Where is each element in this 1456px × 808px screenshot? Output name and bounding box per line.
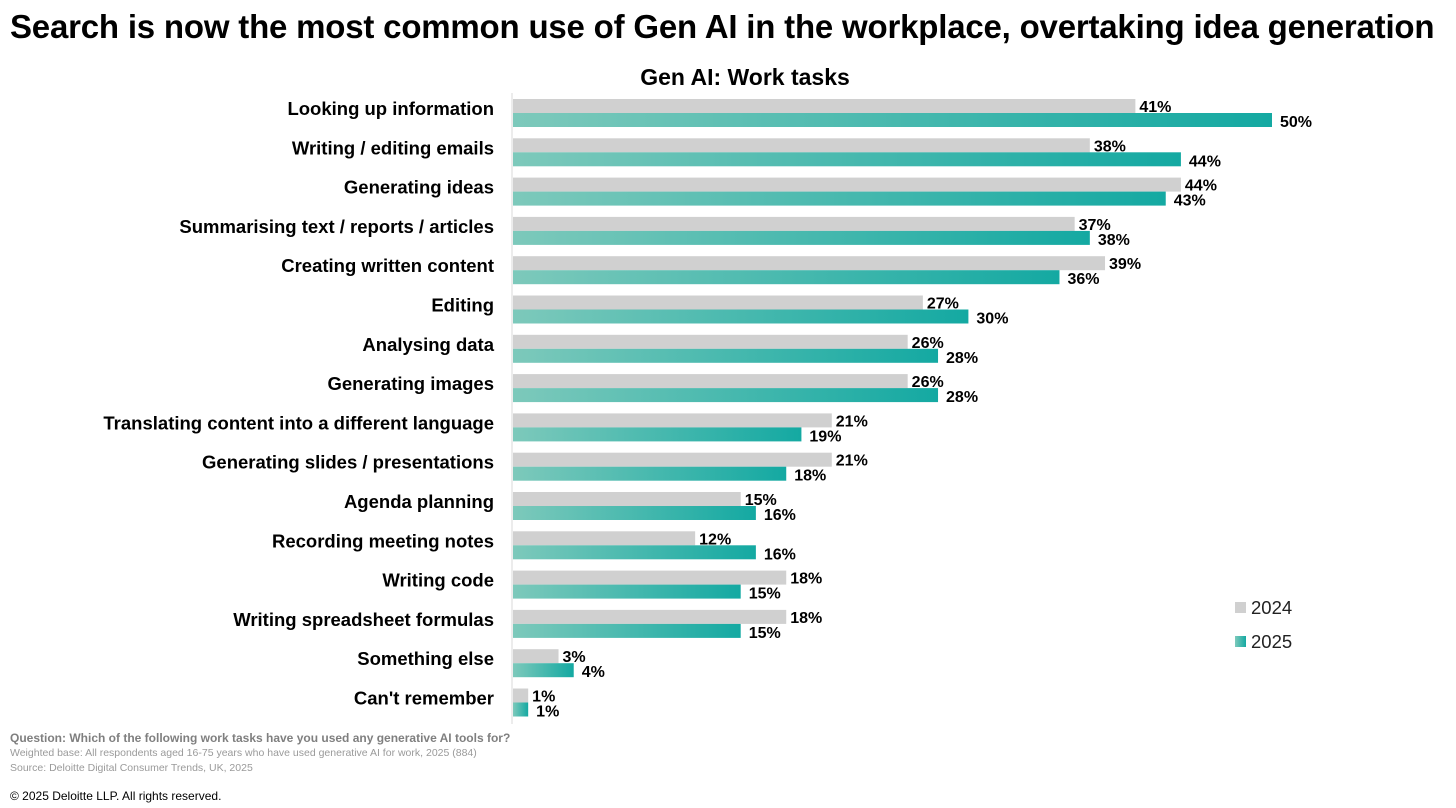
value-label-2025-0: 50% <box>1280 114 1312 131</box>
value-label-2024-2: 44% <box>1185 178 1217 195</box>
bar-2025-10 <box>513 506 756 520</box>
category-label-12: Writing code <box>382 570 494 591</box>
bar-2024-12 <box>513 570 787 585</box>
bar-2025-3 <box>513 230 1090 245</box>
category-label-11: Recording meeting notes <box>272 530 494 551</box>
value-label-2024-3: 37% <box>1079 217 1111 234</box>
bar-2025-11 <box>513 545 756 560</box>
category-label-0: Looking up information <box>287 98 494 119</box>
value-label-2024-14: 3% <box>563 649 586 666</box>
category-label-6: Analysing data <box>362 334 494 355</box>
value-label-2024-4: 39% <box>1109 256 1141 273</box>
value-label-2025-12: 15% <box>749 586 781 603</box>
bar-2025-0 <box>513 113 1272 127</box>
chart-title: Gen AI: Work tasks <box>640 64 850 90</box>
category-label-10: Agenda planning <box>344 491 494 512</box>
bar-2025-1 <box>513 152 1181 167</box>
value-label-2025-13: 15% <box>749 625 781 642</box>
bar-2024-6 <box>513 334 908 349</box>
page-headline: Search is now the most common use of Gen… <box>10 8 1435 45</box>
value-label-2025-3: 38% <box>1098 232 1130 249</box>
bar-2025-2 <box>513 191 1166 206</box>
category-label-15: Can't remember <box>354 688 494 709</box>
bars-group: Looking up information 41% 50% Writing / ed… <box>103 98 1312 721</box>
value-label-2024-12: 18% <box>790 571 822 588</box>
value-label-2025-8: 19% <box>809 428 841 445</box>
legend-label-2025: 2025 <box>1251 631 1292 652</box>
weighted-base-note: Weighted base: All respondents aged 16-7… <box>10 747 477 759</box>
bar-2024-9 <box>513 452 832 467</box>
value-label-2024-5: 27% <box>927 296 959 313</box>
bar-2025-14 <box>513 663 574 678</box>
bar-2024-14 <box>513 649 559 664</box>
value-label-2025-10: 16% <box>764 507 796 524</box>
value-label-2024-9: 21% <box>836 453 868 470</box>
bar-2024-5 <box>513 295 923 310</box>
legend: 2024 2025 <box>1235 597 1292 652</box>
bar-2024-8 <box>513 413 832 428</box>
bar-2025-15 <box>513 702 529 717</box>
value-label-2025-9: 18% <box>794 468 826 485</box>
value-label-2025-15: 1% <box>536 704 559 721</box>
category-label-2: Generating ideas <box>344 177 494 198</box>
category-label-1: Writing / editing emails <box>292 137 494 158</box>
bar-2025-6 <box>513 348 939 363</box>
category-label-4: Creating written content <box>281 255 494 276</box>
bar-2024-15 <box>513 688 529 703</box>
category-label-13: Writing spreadsheet formulas <box>233 609 494 630</box>
survey-question: Question: Which of the following work ta… <box>10 731 511 745</box>
copyright: © 2025 Deloitte LLP. All rights reserved… <box>10 789 222 803</box>
value-label-2025-2: 43% <box>1174 193 1206 210</box>
bar-2024-3 <box>513 216 1075 231</box>
value-label-2024-8: 21% <box>836 413 868 430</box>
bar-2025-7 <box>513 388 939 403</box>
bar-2025-12 <box>513 584 741 599</box>
value-label-2024-0: 41% <box>1139 99 1171 116</box>
value-label-2024-6: 26% <box>912 335 944 352</box>
value-label-2025-14: 4% <box>582 664 605 681</box>
category-label-5: Editing <box>431 295 494 316</box>
bar-2024-2 <box>513 177 1181 192</box>
category-label-8: Translating content into a different lan… <box>103 412 494 433</box>
value-label-2024-1: 38% <box>1094 138 1126 155</box>
legend-label-2024: 2024 <box>1251 597 1292 618</box>
bar-2024-13 <box>513 609 787 624</box>
value-label-2024-15: 1% <box>532 689 555 706</box>
bar-2024-10 <box>513 492 741 506</box>
bar-2024-4 <box>513 256 1106 271</box>
category-label-9: Generating slides / presentations <box>202 452 494 473</box>
value-label-2024-10: 15% <box>745 492 777 509</box>
value-label-2024-11: 12% <box>699 531 731 548</box>
bar-2024-7 <box>513 374 908 389</box>
bar-2025-9 <box>513 466 787 481</box>
bar-2025-5 <box>513 309 969 324</box>
value-label-2025-1: 44% <box>1189 153 1221 170</box>
source-note: Source: Deloitte Digital Consumer Trends… <box>10 762 253 774</box>
bar-2024-11 <box>513 531 696 546</box>
legend-swatch-2025 <box>1235 636 1246 647</box>
bar-2025-13 <box>513 623 741 638</box>
bar-2024-0 <box>513 99 1136 113</box>
value-label-2025-4: 36% <box>1067 271 1099 288</box>
legend-swatch-2024 <box>1235 602 1246 613</box>
value-label-2025-5: 30% <box>976 311 1008 328</box>
bar-2025-8 <box>513 427 802 442</box>
bar-chart: Looking up information 41% 50% Writing / ed… <box>103 93 1312 724</box>
value-label-2024-7: 26% <box>912 374 944 391</box>
value-label-2025-6: 28% <box>946 350 978 367</box>
bar-2025-4 <box>513 270 1060 285</box>
category-label-3: Summarising text / reports / articles <box>179 216 494 237</box>
value-label-2025-7: 28% <box>946 389 978 406</box>
bar-2024-1 <box>513 138 1090 153</box>
value-label-2024-13: 18% <box>790 610 822 627</box>
value-label-2025-11: 16% <box>764 546 796 563</box>
category-label-14: Something else <box>357 648 494 669</box>
category-label-7: Generating images <box>327 373 494 394</box>
